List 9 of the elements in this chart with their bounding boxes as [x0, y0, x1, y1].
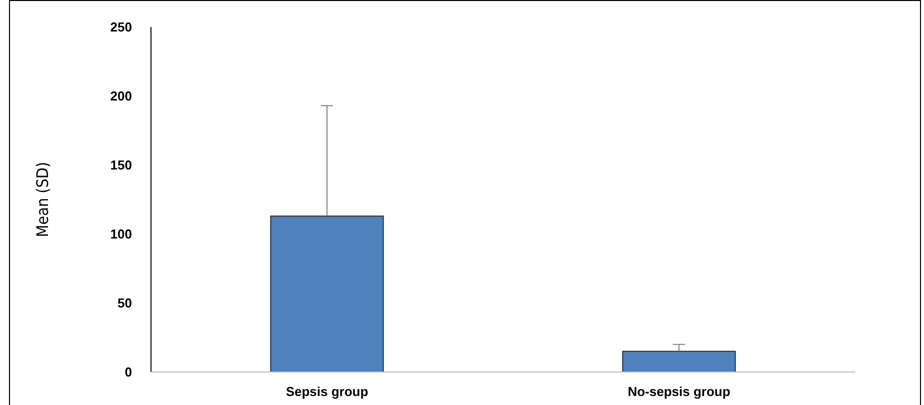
x-tick-label: Sepsis group [286, 384, 368, 399]
y-tick-label: 250 [110, 20, 132, 35]
x-tick-label: No-sepsis group [628, 384, 730, 399]
y-axis-title: Mean (SD) [33, 162, 52, 238]
y-tick-label: 50 [118, 296, 132, 311]
y-tick-label: 100 [110, 226, 132, 242]
y-tick-label: 150 [110, 158, 132, 173]
y-tick-label: 200 [110, 88, 132, 104]
y-tick-label: 0 [124, 364, 132, 380]
